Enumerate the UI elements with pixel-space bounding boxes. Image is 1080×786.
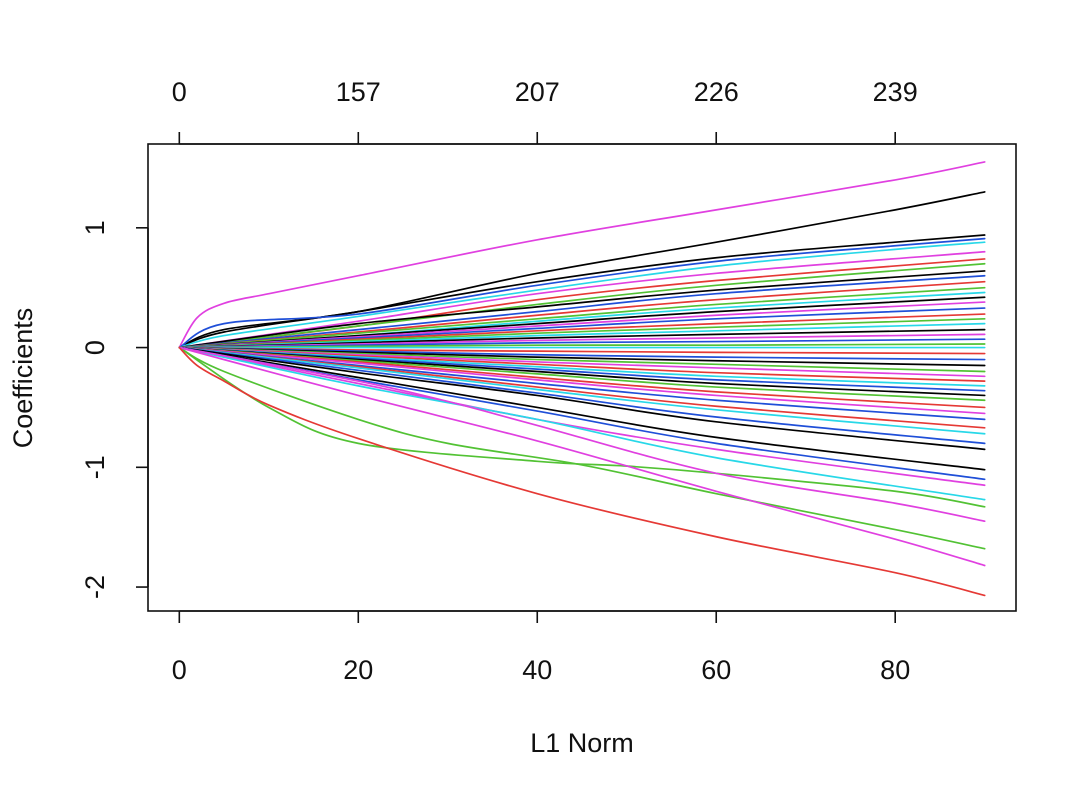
coefficient-path-46 (178, 346, 986, 508)
coefficient-path-5 (178, 241, 986, 349)
coefficient-path-39 (178, 346, 986, 435)
coefficient-path-36 (178, 346, 986, 415)
x-tick-label: 60 (701, 655, 731, 685)
x-tick-label: 0 (172, 655, 187, 685)
coefficient-path-9 (178, 270, 986, 349)
axes-layer: 0 20 40 60 80 0 157 207 226 239 -2 -1 0 1 (80, 77, 918, 685)
y-tick-label: -1 (80, 455, 110, 479)
coefficient-path-10 (178, 274, 986, 349)
x-tick-label: 20 (343, 655, 373, 685)
coefficient-path-42 (178, 346, 986, 471)
coefficient-path-49 (178, 346, 986, 567)
y-axis-title: Coefficients (8, 308, 38, 449)
x-axis-title: L1 Norm (530, 728, 634, 758)
top-tick-label: 226 (694, 77, 739, 107)
coefficient-path-6 (178, 250, 986, 349)
coefficient-path-1 (178, 161, 986, 349)
coefficient-path-2 (178, 191, 986, 349)
top-tick-label: 157 (336, 77, 381, 107)
x-tick-label: 80 (880, 655, 910, 685)
y-tick-label: -2 (80, 575, 110, 599)
coefficient-path-3 (178, 234, 986, 349)
coefficient-path-8 (178, 262, 986, 349)
y-tick-label: 0 (80, 340, 110, 355)
top-tick-label: 207 (515, 77, 560, 107)
y-tick-label: 1 (80, 220, 110, 235)
coefficient-path-50 (178, 346, 986, 597)
coefficient-path-40 (178, 346, 986, 445)
top-tick-label: 239 (873, 77, 918, 107)
coefficient-path-4 (178, 237, 986, 349)
coefficient-path-12 (178, 286, 986, 349)
coefficient-path-45 (178, 346, 986, 501)
x-tick-label: 40 (522, 655, 552, 685)
coefficient-path-47 (178, 346, 986, 523)
top-tick-label: 0 (172, 77, 187, 107)
series-layer (178, 161, 986, 597)
coefficient-path-48 (178, 346, 986, 550)
coefficient-path-41 (178, 346, 986, 451)
